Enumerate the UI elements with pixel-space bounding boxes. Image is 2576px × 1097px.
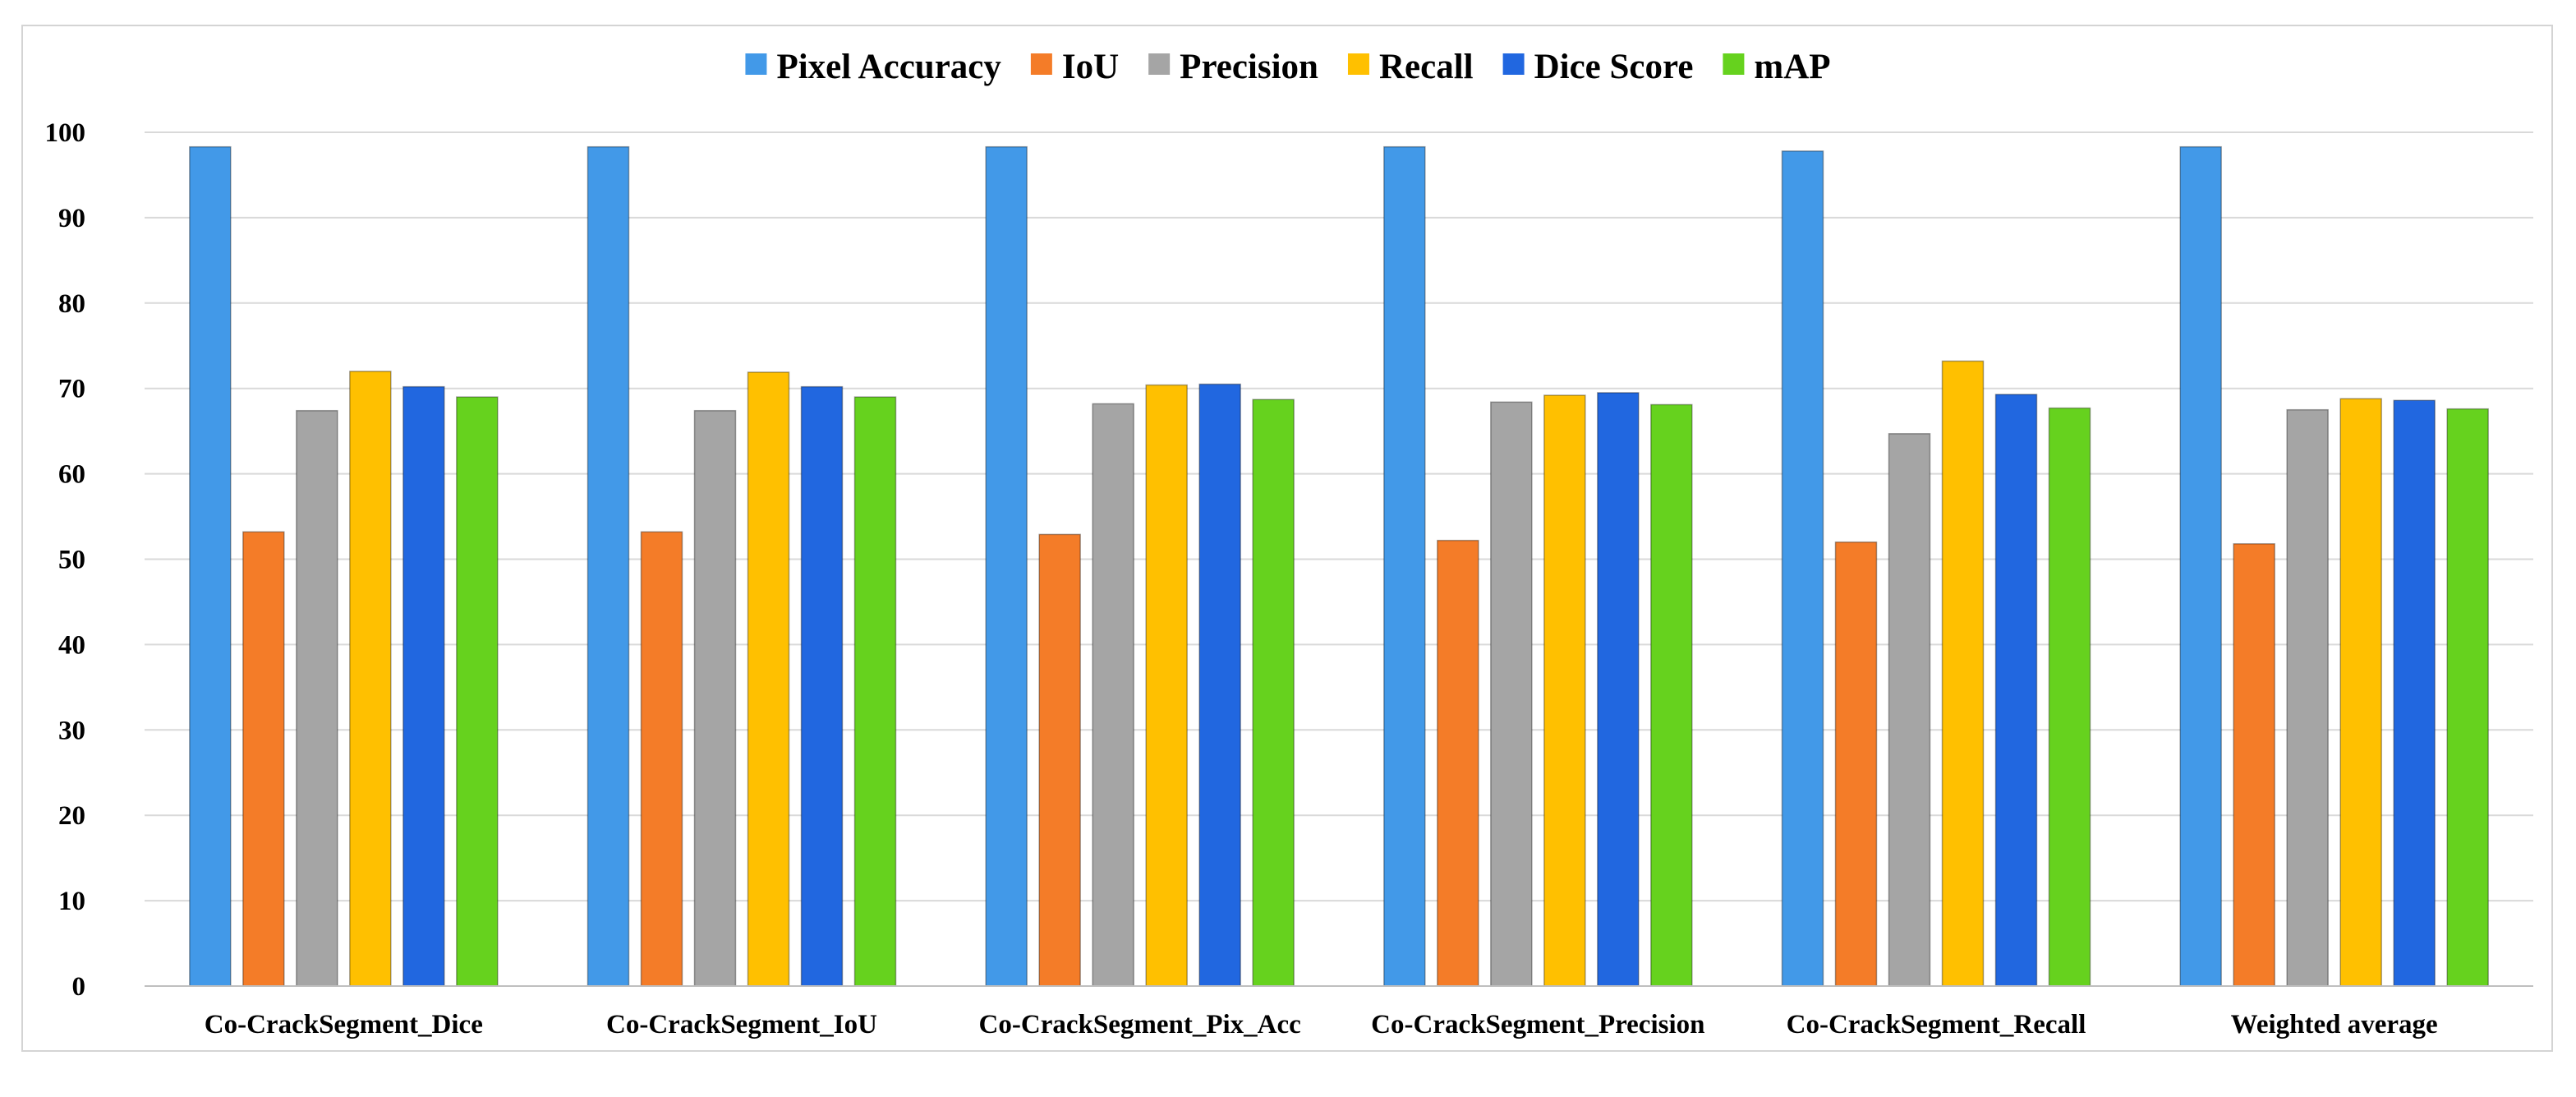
legend-label: Dice Score [1534, 48, 1694, 86]
y-tick-label: 70 [58, 375, 85, 404]
y-tick-label: 10 [58, 887, 85, 916]
bar-dice-score [402, 385, 445, 987]
legend-swatch [1723, 53, 1745, 75]
y-tick-label: 20 [58, 801, 85, 831]
legend-swatch [1347, 53, 1369, 75]
bar-dice-score [1994, 394, 2038, 987]
bar-pixel-accuracy [189, 145, 232, 987]
legend-label: mAP [1754, 48, 1830, 86]
bar-precision [1490, 401, 1533, 987]
bar-iou [640, 531, 683, 987]
legend-swatch [1502, 53, 1525, 75]
bar-iou [1038, 533, 1081, 987]
bar-iou [2233, 543, 2275, 987]
x-axis-category-labels: Co-CrackSegment_Dice Co-CrackSegment_IoU C… [205, 1010, 2438, 1039]
y-axis-tick-labels: 0 10 20 30 40 50 60 70 80 90 100 [45, 118, 86, 1002]
y-tick-label: 0 [72, 972, 86, 1002]
legend-swatch [1030, 53, 1052, 75]
bar-map [2048, 407, 2091, 987]
bar-map [1650, 403, 1693, 987]
gridlines [145, 131, 2533, 902]
bar-precision [296, 409, 338, 987]
x-category-label: Co-CrackSegment_IoU [606, 1010, 877, 1039]
bar-iou [242, 531, 285, 987]
bar-recall [1543, 394, 1586, 987]
bar-dice-score [2393, 399, 2436, 987]
legend-label: IoU [1062, 48, 1119, 86]
bar-map [853, 396, 897, 987]
y-tick-label: 60 [58, 460, 85, 490]
y-tick-label: 50 [58, 546, 85, 575]
y-tick-label: 80 [58, 289, 85, 319]
bar-precision [693, 409, 737, 987]
legend-swatch [1148, 53, 1171, 75]
bar-dice-score [1198, 383, 1241, 987]
bar-dice-score [800, 385, 844, 987]
bar-precision [2286, 408, 2329, 987]
bar-map [1252, 399, 1295, 987]
y-tick-label: 90 [58, 204, 85, 233]
bar-recall [349, 371, 392, 987]
bar-pixel-accuracy [1383, 145, 1426, 987]
bar-pixel-accuracy [586, 145, 630, 987]
bar-recall [1145, 384, 1188, 987]
y-tick-label: 40 [58, 630, 85, 660]
x-category-label: Co-CrackSegment_Recall [1787, 1010, 2086, 1039]
bar-map [2446, 408, 2489, 987]
bar-pixel-accuracy [985, 145, 1028, 987]
legend-swatch [745, 53, 767, 75]
x-category-label: Co-CrackSegment_Precision [1371, 1010, 1704, 1039]
legend-label: Pixel Accuracy [776, 48, 1001, 86]
legend: Pixel Accuracy IoU Precision Recall Dice Sco… [745, 48, 1831, 86]
bar-pixel-accuracy [1781, 150, 1824, 987]
bar-recall [2339, 398, 2382, 987]
bars [189, 145, 2489, 987]
bar-recall [747, 371, 790, 987]
bar-precision [1092, 403, 1134, 987]
bar-recall [1941, 360, 1985, 987]
x-category-label: Weighted average [2231, 1010, 2438, 1039]
legend-label: Precision [1180, 48, 1318, 86]
legend-label: Recall [1379, 48, 1474, 86]
x-category-label: Co-CrackSegment_Dice [205, 1010, 483, 1039]
bar-dice-score [1597, 392, 1640, 987]
y-tick-label: 100 [45, 118, 86, 148]
bar-map [456, 396, 499, 987]
x-category-label: Co-CrackSegment_Pix_Acc [979, 1010, 1301, 1039]
y-tick-label: 30 [58, 716, 85, 745]
bar-pixel-accuracy [2179, 145, 2222, 987]
bar-iou [1437, 539, 1479, 987]
bar-iou [1834, 541, 1878, 987]
bar-precision [1888, 433, 1931, 987]
